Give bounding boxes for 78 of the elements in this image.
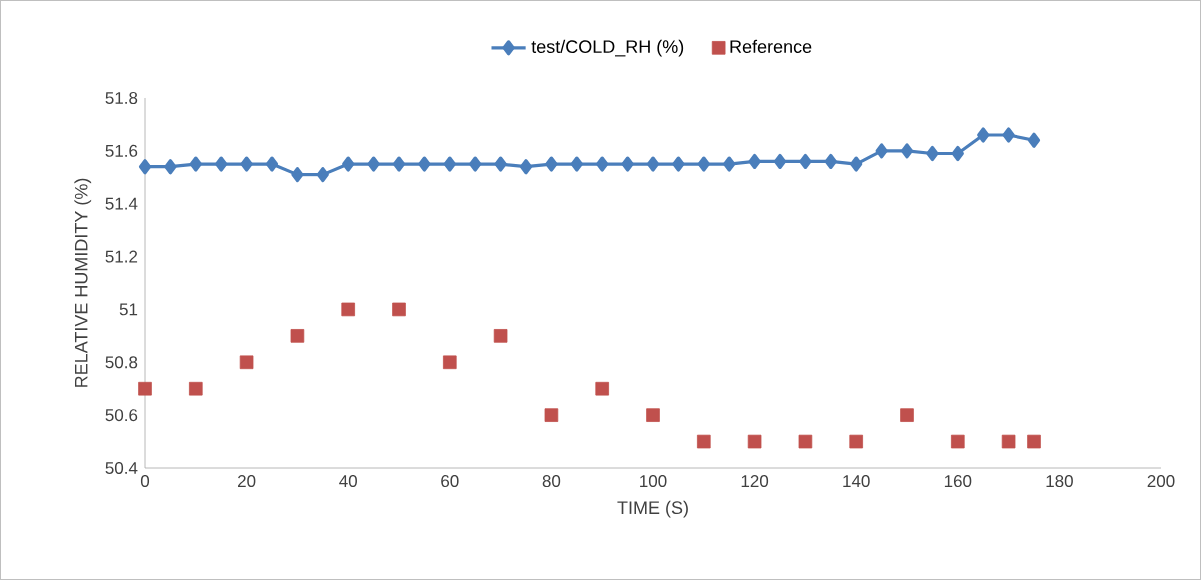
x-tick-label: 200 xyxy=(1147,475,1175,488)
point xyxy=(367,156,380,172)
x-tick-label: 40 xyxy=(339,475,357,488)
point xyxy=(1027,434,1041,449)
point xyxy=(138,381,152,396)
x-tick-label: 0 xyxy=(140,475,150,488)
point xyxy=(951,145,964,162)
point xyxy=(1002,127,1015,143)
point xyxy=(494,156,507,172)
point xyxy=(1027,132,1041,148)
point xyxy=(392,302,406,317)
point xyxy=(672,156,685,172)
point xyxy=(849,434,863,449)
x-tick-label: 60 xyxy=(441,475,459,488)
point xyxy=(443,156,456,172)
x-tick-label: 140 xyxy=(843,475,870,488)
point xyxy=(189,381,203,396)
point xyxy=(215,156,228,172)
point xyxy=(239,355,254,370)
x-tick-label: 180 xyxy=(1046,475,1073,488)
point xyxy=(316,167,329,183)
point xyxy=(824,153,837,170)
y-tick-label: 50.8 xyxy=(105,356,138,369)
point xyxy=(977,127,990,143)
x-tick-label: 120 xyxy=(741,475,769,488)
point xyxy=(493,329,508,343)
y-tick-label: 51.8 xyxy=(105,91,138,105)
point xyxy=(646,408,660,422)
point xyxy=(748,153,761,170)
point xyxy=(265,156,279,172)
legend-label: test/COLD_RH (%) xyxy=(531,39,684,57)
legend-label: Reference xyxy=(730,39,812,54)
point xyxy=(570,156,583,172)
y-tick-label: 50.4 xyxy=(105,461,138,475)
x-tick-label: 160 xyxy=(944,475,972,488)
y-tick-label: 51.6 xyxy=(105,144,138,157)
point xyxy=(469,156,482,172)
point xyxy=(773,153,787,170)
y-axis-title: RELATIVE HUMIDITY (%) xyxy=(74,178,92,387)
point xyxy=(875,143,888,159)
point xyxy=(290,329,305,343)
point xyxy=(545,156,558,172)
point xyxy=(900,143,914,159)
point xyxy=(519,159,533,175)
x-axis-title: TIME (S) xyxy=(617,500,688,518)
point xyxy=(951,434,965,449)
point xyxy=(342,156,355,172)
point xyxy=(418,156,431,172)
point xyxy=(926,145,939,162)
point xyxy=(189,156,202,172)
point xyxy=(621,156,634,172)
point xyxy=(138,159,152,175)
point xyxy=(291,167,304,183)
x-tick-label: 100 xyxy=(640,475,667,488)
point xyxy=(595,381,610,396)
point xyxy=(646,156,660,172)
x-tick-label: 20 xyxy=(238,475,256,488)
point xyxy=(723,156,736,172)
point xyxy=(443,355,457,370)
point xyxy=(798,434,813,449)
point xyxy=(1001,434,1016,449)
point xyxy=(697,156,710,172)
point xyxy=(596,156,609,172)
point xyxy=(392,156,406,172)
point xyxy=(164,159,177,175)
y-tick-label: 51 xyxy=(119,303,138,316)
point xyxy=(240,156,253,172)
point xyxy=(900,408,914,422)
point xyxy=(341,302,356,317)
point xyxy=(747,434,762,449)
y-tick-label: 50.6 xyxy=(105,409,138,422)
point xyxy=(799,153,812,170)
point xyxy=(697,434,711,449)
x-tick-label: 80 xyxy=(542,475,561,488)
y-tick-label: 51.2 xyxy=(105,250,138,263)
y-tick-label: 51.4 xyxy=(105,197,138,210)
point xyxy=(850,156,863,172)
point xyxy=(544,408,559,422)
